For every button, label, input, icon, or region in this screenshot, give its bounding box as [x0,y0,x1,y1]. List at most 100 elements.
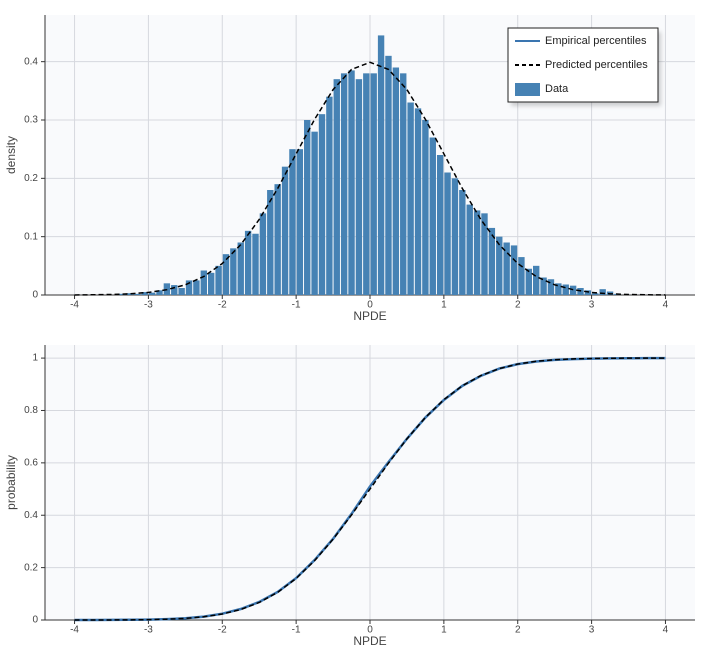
y-tick-label: 1 [32,353,38,364]
bar [592,293,599,295]
x-tick-label: 3 [589,300,595,311]
bar [510,245,518,295]
bar [518,257,525,295]
y-tick-label: 0.8 [24,405,38,416]
bar [377,35,385,296]
x-tick-label: 1 [441,625,447,636]
bar [326,96,333,296]
bar [141,292,148,295]
bar [355,79,363,296]
y-tick-label: 0.1 [24,231,38,242]
bar [370,73,377,295]
legend: Empirical percentiles Predicted percentil… [507,27,661,106]
x-tick-label: 4 [663,625,669,636]
x-tick-label: 0 [367,300,373,311]
bar [488,227,496,295]
predicted-line [74,357,666,621]
bar [148,292,156,295]
bar [584,290,592,295]
bar [215,265,222,295]
bar [496,236,503,295]
bar [200,270,207,295]
bar [547,279,555,295]
bar [252,233,259,295]
bar [222,254,230,295]
y-tick-label: 0.4 [24,510,38,521]
bar [422,120,429,295]
bar [304,120,311,295]
x-tick-label: -2 [218,300,227,311]
bar [267,190,274,295]
bar [156,290,163,295]
x-tick-label: -1 [292,625,301,636]
bar [340,73,348,295]
bar [562,284,569,295]
y-tick-label: 0.6 [24,457,38,468]
bar [185,280,193,295]
bar [289,149,296,295]
bar [466,204,473,295]
bar [348,70,355,296]
bar [296,149,304,295]
legend-label: Predicted percentiles [545,59,648,71]
bar [451,178,459,295]
x-tick-label: 2 [515,300,521,311]
x-tick-label: 1 [441,300,447,311]
bar [230,248,237,295]
bar [318,114,326,296]
bar [281,166,289,295]
bar [171,285,178,295]
bar [134,293,141,295]
x-tick-label: -4 [70,300,79,311]
bar [525,268,532,295]
x-tick-label: 3 [589,625,595,636]
bar [555,283,562,295]
legend-label: Empirical percentiles [545,35,647,47]
bar [407,102,414,295]
bar [459,190,466,295]
bar [363,73,370,295]
x-tick-label: 2 [515,625,521,636]
x-tick-label: 0 [367,625,373,636]
y-tick-label: 0.4 [24,56,38,67]
x-tick-label: 4 [663,300,669,311]
bar [400,73,407,295]
x-tick-label: -3 [144,625,153,636]
y-tick-label: 0.2 [24,173,38,184]
bar [473,210,481,295]
y-tick-label: 0 [32,290,38,301]
bar [503,242,510,295]
bar [208,272,215,295]
y-tick-label: 0.3 [24,115,38,126]
x-tick-label: -1 [292,300,301,311]
x-axis-title: NPDE [353,309,386,323]
bar [599,289,606,295]
y-tick-label: 0.2 [24,562,38,573]
y-axis-title: probability [4,455,18,510]
x-axis-title: NPDE [353,634,386,648]
bar [311,131,318,295]
bar [259,213,267,295]
bar [540,277,547,295]
bar [178,288,185,295]
bar [193,280,200,295]
bar [481,213,488,295]
bar [237,242,244,295]
bar [444,172,451,295]
bar [533,265,540,295]
legend-swatch [515,83,540,96]
bar [392,67,400,295]
y-axis-title: density [4,136,18,174]
bar [436,155,444,295]
y-tick-label: 0 [32,615,38,626]
bar [126,293,134,295]
bar [414,108,422,295]
x-tick-label: -3 [144,300,153,311]
bar [385,55,392,296]
bar [244,230,252,295]
predicted-line [74,61,666,296]
x-tick-label: -2 [218,625,227,636]
legend-label: Data [545,83,569,95]
bar [333,79,340,296]
